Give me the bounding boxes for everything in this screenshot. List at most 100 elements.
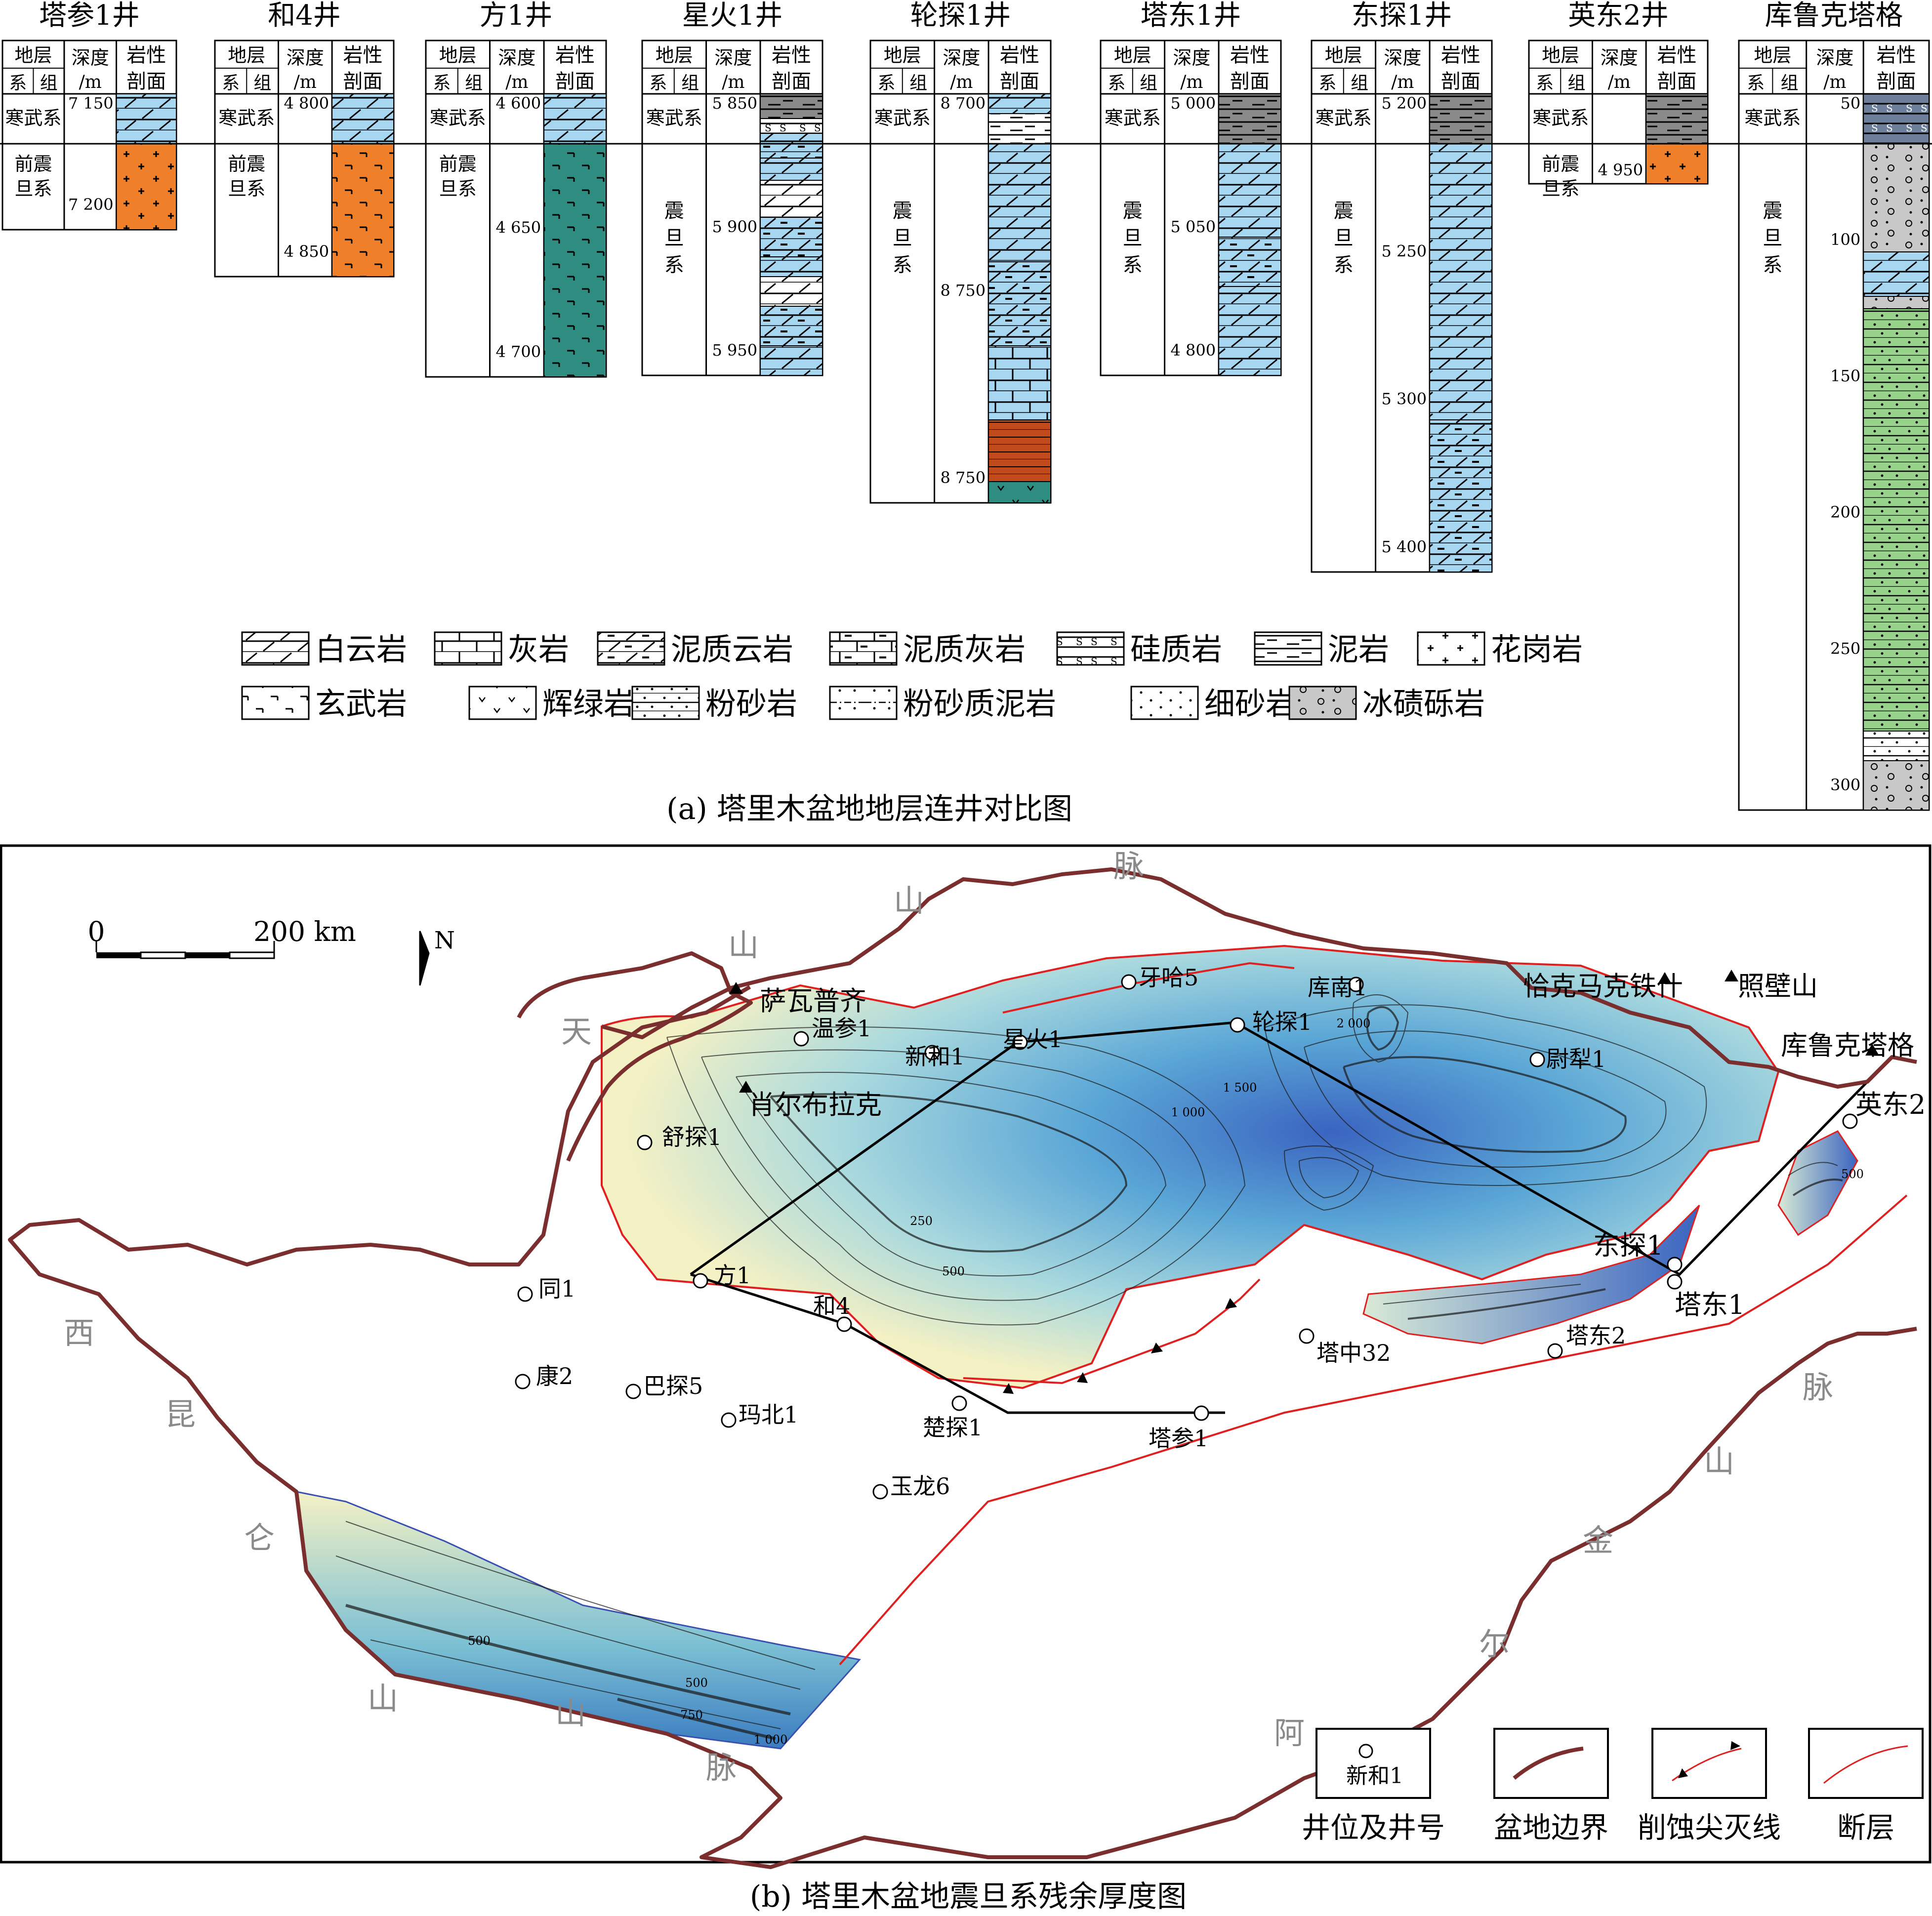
header-depth-unit: /m	[1180, 72, 1203, 92]
map-well-9: 东探1	[1593, 1230, 1683, 1272]
contour-label-2: 500	[942, 1264, 965, 1278]
contour-label-7: 500	[685, 1676, 708, 1690]
header-formation: 组	[40, 73, 58, 93]
header-stratum: 地层	[1325, 44, 1362, 66]
header-depth-unit: /m	[722, 72, 744, 92]
contour-lines	[335, 994, 1843, 1740]
depth-label: 250	[1830, 639, 1860, 658]
header-depth-unit: /m	[505, 72, 528, 92]
contour-label-1: 250	[910, 1214, 933, 1228]
depth-label: 150	[1830, 367, 1860, 385]
legend-label: 粉砂质泥岩	[903, 686, 1056, 722]
outcrop-2: 肖尔布拉克	[739, 1081, 882, 1120]
header-section: 剖面	[772, 70, 811, 93]
map-legend-item-3: 削蚀尖灭线	[1638, 1728, 1781, 1844]
header-depth: 深度	[1173, 47, 1210, 69]
stratum-lower: 前震	[14, 153, 52, 175]
depth-label: 8 700	[940, 94, 986, 113]
depth-label: 5 000	[1170, 94, 1216, 113]
header-depth: 深度	[1601, 47, 1638, 69]
stratum-lower-char: 震	[664, 200, 684, 222]
stratum-upper: 寒武系	[1315, 107, 1372, 129]
header-depth: 深度	[1816, 47, 1853, 69]
map-well-label: 玉龙6	[890, 1473, 950, 1500]
map-well-2: 新和1	[905, 1043, 965, 1070]
legend-dolomite: 白云岩	[241, 631, 407, 667]
legend-mudstone: 泥岩	[1254, 631, 1389, 667]
header-lithology: 岩性	[1441, 44, 1480, 67]
header-section: 剖面	[1877, 70, 1916, 93]
header-system: 系	[9, 73, 27, 93]
header-depth: 深度	[72, 47, 109, 69]
stratum-lower-char: 系	[1123, 254, 1143, 277]
header-lithology: 岩性	[343, 44, 383, 67]
basin-boundary	[8, 867, 1917, 1869]
stratum-lower: 震旦系	[1334, 200, 1354, 277]
header-system: 系	[877, 73, 895, 93]
header-section: 剖面	[1000, 70, 1039, 93]
mountain-label-jin: 金	[1583, 1522, 1613, 1558]
mountain-label-a: 阿	[1274, 1715, 1305, 1751]
depth-label: 4 950	[1598, 161, 1644, 179]
mountain-label-shan3: 山	[368, 1680, 398, 1716]
header-depth: 深度	[287, 47, 324, 69]
stratum-lower: 震旦系	[1763, 200, 1782, 277]
map-well-label: 玛北1	[739, 1401, 798, 1428]
map-well-8: 英东2	[1842, 1089, 1926, 1129]
map-well-label: 和4	[813, 1293, 850, 1319]
outcrop-1: 萨瓦普齐	[729, 982, 866, 1017]
stratum-lower-char: 旦	[1763, 227, 1782, 249]
stratum-lower-char: 旦	[1123, 227, 1143, 249]
header-lithology: 岩性	[126, 44, 166, 67]
depth-label: 5 250	[1381, 242, 1427, 260]
depth-label: 5 400	[1381, 537, 1427, 556]
map-well-label: 英东2	[1855, 1089, 1926, 1120]
mountain-label-shan4: 山	[555, 1695, 586, 1731]
header-formation: 组	[1140, 73, 1157, 93]
well-name: 轮探1井	[910, 0, 1011, 32]
depth-label: 5 850	[712, 94, 757, 113]
depth-label: 7 200	[68, 195, 114, 214]
map-well-19: 玛北1	[721, 1401, 798, 1428]
map-legend-label: 盆地边界	[1494, 1811, 1608, 1844]
header-formation: 组	[909, 73, 927, 93]
map-well-label: 舒探1	[662, 1124, 722, 1150]
header-stratum: 地层	[228, 44, 265, 66]
contour-label-3: 1 000	[1171, 1105, 1205, 1119]
header-depth-unit: /m	[950, 72, 973, 92]
header-depth-unit: /m	[1608, 72, 1631, 92]
legend-siliceous: 硅质岩	[1056, 631, 1222, 667]
well-name: 塔东1井	[1141, 0, 1241, 32]
map-legend-item-4: 断层	[1808, 1728, 1924, 1844]
map-well-3: 星火1	[1003, 1026, 1063, 1053]
well-name: 库鲁克塔格	[1765, 0, 1903, 32]
map-well-label: 塔中32	[1316, 1340, 1391, 1366]
mountain-label-shan1: 山	[728, 927, 759, 963]
north-label: N	[434, 927, 455, 954]
contour-label-10: 500	[1841, 1167, 1864, 1181]
header-depth-unit: /m	[294, 72, 317, 92]
map-well-label: 温参1	[812, 1015, 871, 1042]
depth-label: 300	[1830, 775, 1860, 794]
mountain-label-mai2: 脉	[706, 1750, 737, 1786]
legend-siltstone: 粉砂岩	[631, 686, 797, 722]
stratum-lower: 旦系	[439, 178, 477, 200]
header-formation: 组	[465, 73, 483, 93]
stratum-lower: 旦系	[14, 178, 52, 200]
header-section: 剖面	[555, 70, 595, 93]
stratum-lower: 旦系	[1542, 178, 1579, 200]
header-lithology: 岩性	[1657, 44, 1697, 67]
map-legend-label: 削蚀尖灭线	[1638, 1811, 1781, 1844]
outcrop-label: 恰克马克铁什	[1523, 971, 1683, 1002]
thickness-map-panel: 新和1井位及井号 盆地边界 削蚀尖灭线 断层 0 200 km N 天山山脉西昆仑山山…	[0, 844, 1932, 1869]
header-lithology: 岩性	[1230, 44, 1270, 67]
legend-label: 泥质云岩	[671, 631, 793, 667]
legend-label: 泥岩	[1328, 631, 1389, 667]
header-system: 系	[1108, 73, 1125, 93]
